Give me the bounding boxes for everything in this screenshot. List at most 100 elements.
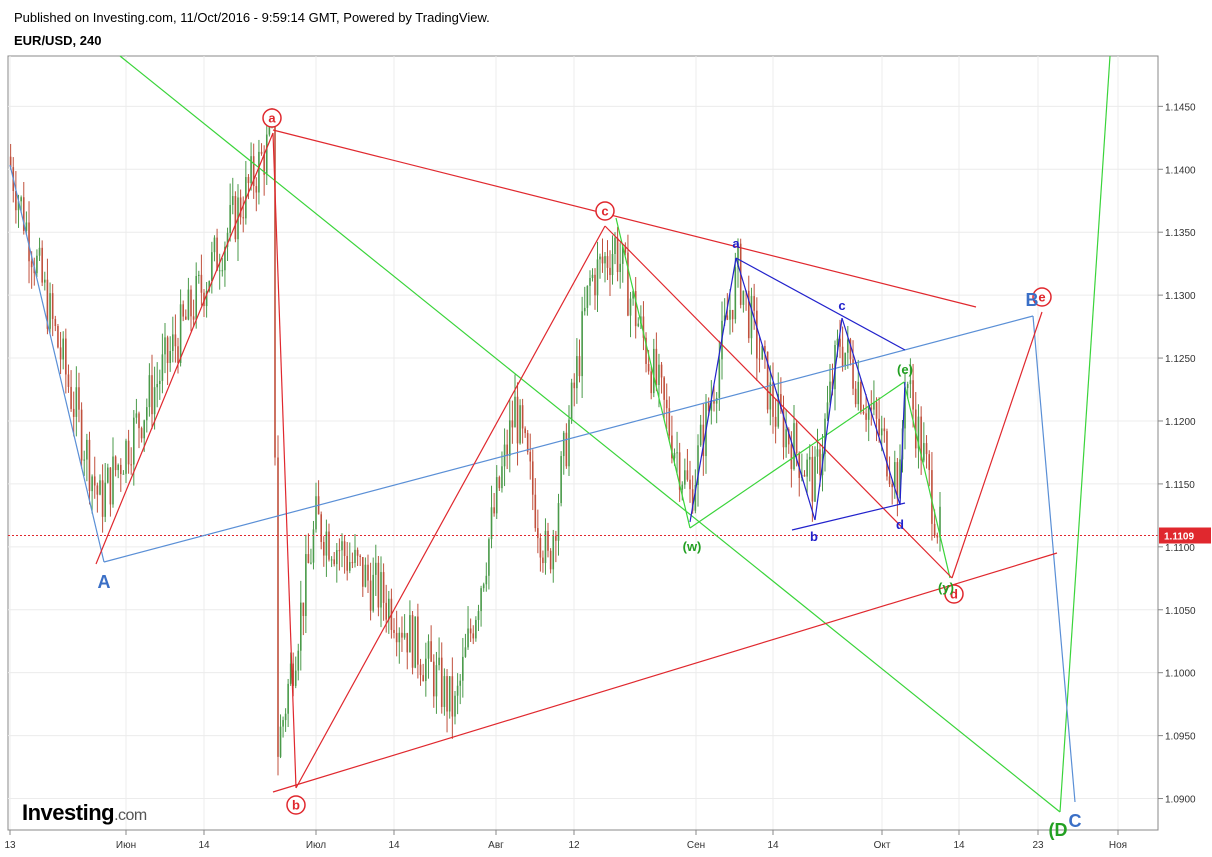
candle-body [330,559,333,561]
candle-body [516,396,519,444]
candle-body [560,456,562,504]
green-trendline [119,55,1061,813]
candle-body [287,683,289,714]
candle-body [547,530,549,551]
candle-body [17,201,20,211]
candle-body [200,274,203,293]
candle-body [606,256,609,268]
blue-wave [689,257,737,523]
candle-body [221,270,224,272]
candle-body [143,420,145,439]
candle-body [187,289,190,320]
y-tick-label: 1.1300 [1165,291,1196,302]
candle-body [417,616,419,665]
plot-frame [7,55,1159,831]
green-wave [615,217,691,529]
candle-body [422,675,424,681]
candle-body [438,657,440,666]
candle-body [570,382,573,420]
candle-body [456,685,459,696]
candle-body [816,449,819,457]
candle-body [865,413,867,420]
wave-label: a [732,236,740,251]
candle-body [312,529,315,563]
candle-body [637,323,640,327]
candle-body [25,222,28,232]
candle-body [122,473,125,475]
candle-body [769,382,772,410]
candle-body [198,274,200,276]
candle-body [279,726,282,757]
candle-body [67,374,70,387]
candle-body [427,641,430,659]
candle-body [51,293,54,319]
candle-body [112,456,114,505]
wave-label-circle [1032,287,1052,307]
grid [7,55,1159,831]
candle-body [70,386,72,409]
candle-body [425,658,427,681]
candle-body [731,309,734,320]
candle-body [393,629,395,633]
candle-body [91,476,93,492]
candle-body [239,197,242,218]
green-trendline [1059,55,1111,813]
last-price-label: 1.1109 [1164,532,1194,543]
candle-body [521,405,524,429]
y-tick-label: 1.1250 [1165,354,1196,365]
candle-body [854,388,857,405]
candle-body [325,531,328,556]
candle-body [629,298,632,316]
candle-body [440,657,443,707]
candle-body [480,588,482,612]
candle-body [268,122,271,135]
red-wave [295,225,606,789]
candle-body [234,196,237,240]
candle-body [192,316,195,320]
candle-body [346,555,348,571]
candle-body [448,676,451,712]
red-trendline [272,552,1058,793]
candle-body [777,394,780,427]
candle-body [205,291,208,307]
wave-label: c [838,298,845,313]
candle-body [923,443,925,461]
candle-body [862,411,865,414]
candle-body [364,564,367,587]
candle-body [847,339,849,353]
candle-body [446,676,448,712]
red-trendline [272,129,977,308]
candle-body [586,285,589,308]
candle-body [609,267,611,276]
candle-body [195,275,197,320]
last-price-tag [1159,527,1211,544]
candle-body [718,359,721,398]
candle-body [130,464,132,466]
candle-body [435,665,438,697]
candle-body [488,539,490,576]
candle-body [660,364,663,378]
candle-body [472,633,475,639]
candle-body [581,311,583,377]
candle-body [169,351,171,364]
y-tick-label: 1.1350 [1165,228,1196,239]
candle-body [933,523,936,536]
candle-body [263,153,265,175]
axes: 1.1450 1.1400 1.1350 1.1300 1.1250 1.1200 1.11… [4,56,1211,851]
candle-body [164,337,166,355]
candle-body [338,550,341,552]
candle-body [493,507,495,514]
x-tick-label: 13 [4,840,16,851]
candle-body [99,480,101,495]
candle-body [282,720,284,727]
candle-body [573,382,576,389]
candle-body [619,263,621,273]
candle-body [211,252,213,281]
candle-body [511,420,514,428]
candle-body [787,429,790,445]
candle-body [841,346,844,367]
candle-body [645,337,647,364]
y-tick-label: 1.1000 [1165,669,1196,680]
wave-label: d [896,517,904,532]
